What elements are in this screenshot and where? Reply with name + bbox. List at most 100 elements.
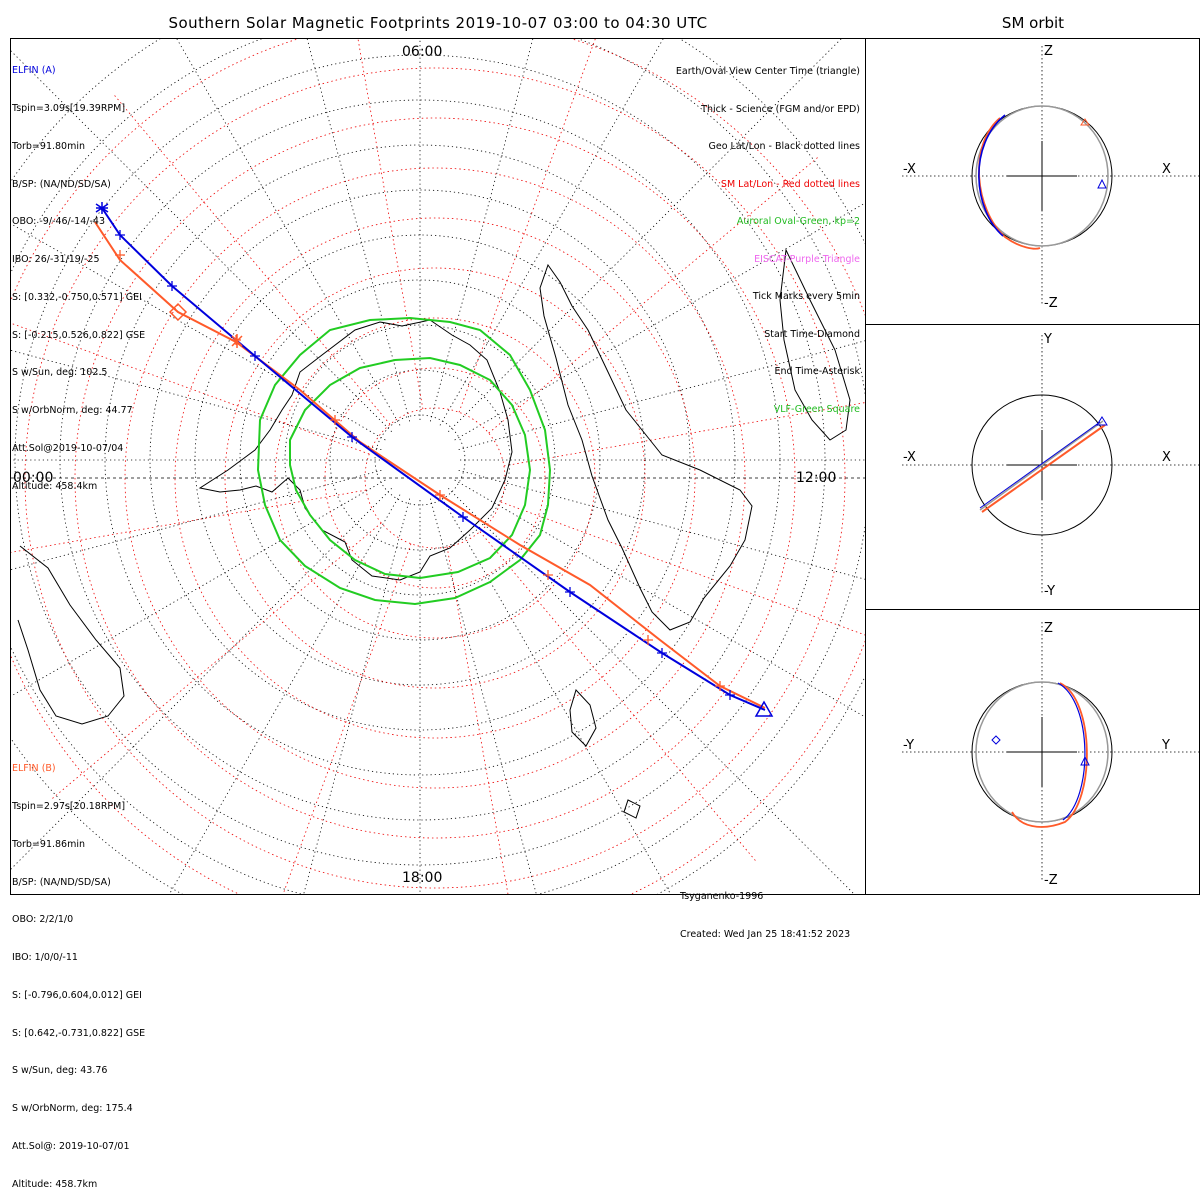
elfin-a-tick [725,690,735,700]
elfin-a-track [101,207,766,711]
clock-label-top: 06:00 [402,44,443,60]
panel1-bottom-label: -Z [1044,296,1058,311]
elfin-a-tick [250,351,260,361]
elfin-a-line: Altitude: 458.4km [12,480,98,492]
legend-item: SM Lat/Lon - Red dotted lines [720,178,860,190]
footer: Tsyganenko-1996 Created: Wed Jan 25 18:4… [680,866,850,954]
elfin-a-orbit [1057,682,1086,821]
geo-latitude-circle [149,189,691,731]
geo-longitude-line [458,340,865,451]
orbit-diamond [991,735,1001,745]
elfin-b-line: IBO: 1/0/0/-11 [12,952,78,964]
sm-latitude-circle [364,407,506,549]
elfin-a-line: S: [-0.215,0.526,0.822] GSE [12,329,146,341]
elfin-a-tick [657,648,667,658]
legend-item: VLF-Green Square [773,403,860,415]
island-coastline [569,689,597,747]
elfin-b-tick [330,415,340,425]
sm-longitude-line [357,39,424,410]
elfin-a-end-asterisk [95,202,109,214]
orbit-gray-trace [979,420,1104,511]
clock-label-right: 12:00 [796,470,837,486]
panel1-top-label: Z [1044,44,1053,59]
elfin-a-info: ELFIN (A) Tspin=3.09s[19.39RPM] Torb=91.… [12,40,145,506]
africa-coastline [17,545,125,725]
elfin-a-orbit [978,114,1006,237]
panel2-top-label: Y [1044,332,1052,347]
legend-item: Start Time-Diamond [764,328,860,340]
panel3-left-label: -Y [903,738,915,753]
elfin-b-tick [115,250,125,260]
sm-latitude-circle [124,167,746,789]
geo-longitude-line [11,469,382,571]
orbit-gray-trace [975,105,1109,247]
elfin-b-asterisk [231,334,243,348]
elfin-b-tick [715,681,725,691]
panel2-bottom-label: -Y [1044,584,1056,599]
elfin-b-line: S w/Sun, deg: 43.76 [12,1065,108,1077]
geo-longitude-line [168,494,401,894]
model-name: Tsyganenko-1996 [680,891,764,902]
orbit-triangle [1097,178,1107,189]
sm-orbit-title: SM orbit [1001,14,1065,32]
elfin-b-orbit [981,424,1106,513]
panel2-right-label: X [1162,450,1171,465]
geo-longitude-line [448,488,855,894]
footprint-map [11,39,1200,894]
panel1-right-label: X [1162,162,1171,177]
elfin-a-tick [565,587,575,597]
sm-longitude-line [458,39,596,413]
elfin-b-line: S: [-0.796,0.604,0.012] GEI [12,989,142,1001]
geo-longitude-line [306,39,411,422]
elfin-a-line: Tspin=3.09s[19.39RPM] [12,102,126,114]
legend-item: Earth/Oval View Center Time (triangle) [675,66,860,77]
elfin-a-tick [347,432,357,442]
geo-longitude-line [429,39,534,422]
elfin-a-line: Torb=91.80min [12,140,86,152]
geo-longitude-line [458,469,865,580]
elfin-a-line: S w/OrbNorm, deg: 44.77 [12,405,133,417]
elfin-a-line: Att.Sol@2019-10-07/04 [12,443,124,454]
geo-longitude-line [11,349,382,451]
sm-longitude-line [500,501,865,636]
elfin-b-line: S w/OrbNorm, deg: 175.4 [12,1103,133,1115]
clock-label-left: 00:00 [13,470,54,486]
sm-longitude-line [446,546,509,894]
geo-longitude-line [454,479,865,718]
elfin-a-tick [167,281,177,291]
elfin-b-start-diamond [168,302,188,322]
geo-longitude-line [303,498,411,894]
orbit-triangle [1080,118,1090,126]
panel3-bottom-label: -Z [1044,873,1058,888]
elfin-a-orbit [979,421,1101,509]
geo-latitude-circle [284,324,556,596]
antarctica-coastline [198,319,513,581]
elfin-a-tick [115,230,125,240]
geo-latitude-circle [239,279,601,641]
orbit-gray-trace [975,681,1109,823]
south-america-coastline [539,263,753,631]
elfin-a-line: IBO: 26/-31/19/-25 [12,254,100,266]
elfin-b-line: Torb=91.86min [12,838,86,850]
created-timestamp: Created: Wed Jan 25 18:41:52 2023 [680,928,851,940]
geo-longitude-line [11,488,392,870]
elfin-a-name: ELFIN (A) [12,65,56,77]
elfin-a-line: OBO: -9/-46/-14/-43 [12,216,105,228]
geo-longitude-line [454,202,865,441]
auroral-oval-inner [289,356,532,580]
panel1-left-label: -X [903,162,916,177]
geo-latitude-circle [14,54,826,866]
legend-item: Auroral Oval-Green, kp=2 [736,216,860,227]
elfin-b-tick [543,570,553,580]
geo-longitude-line [439,39,664,426]
panel3-top-label: Z [1044,621,1053,636]
sm-latitude-circle [74,117,796,839]
elfin-b-info: ELFIN (B) Tspin=2.97s[20.18RPM] Torb=91.… [12,738,145,1204]
elfin-b-line: B/SP: (NA/ND/SD/SA) [12,876,111,888]
plot-title: Southern Solar Magnetic Footprints 2019-… [168,14,708,32]
elfin-a-line: B/SP: (NA/ND/SD/SA) [12,178,111,190]
legend-item: Thick - Science (FGM and/or EPD) [701,103,860,115]
geo-longitude-line [11,479,386,697]
sm-longitude-line [479,531,757,862]
elfin-b-track [94,221,766,709]
